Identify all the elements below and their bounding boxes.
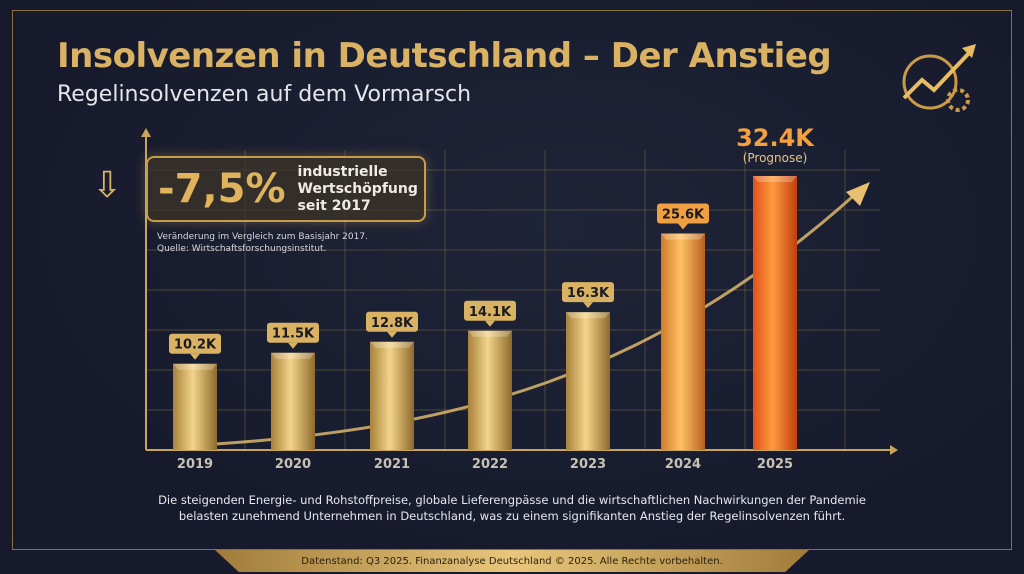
page-subtitle: Regelinsolvenzen auf dem Vormarsch bbox=[57, 82, 472, 107]
bar-2025 bbox=[753, 176, 797, 450]
data-label-bg bbox=[169, 333, 221, 354]
data-label-pointer bbox=[288, 342, 298, 349]
x-tick-label: 2019 bbox=[177, 457, 213, 472]
bar-cap bbox=[173, 363, 217, 370]
data-label-pointer bbox=[190, 353, 200, 360]
callout-line3: seit 2017 bbox=[297, 197, 371, 214]
footer-banner: Datenstand: Q3 2025. Finanzanalyse Deuts… bbox=[215, 550, 809, 572]
x-tick-label: 2022 bbox=[472, 457, 508, 472]
bar-cap bbox=[566, 312, 610, 319]
bar-cap bbox=[468, 330, 512, 337]
data-label: 11.5K bbox=[272, 327, 315, 342]
bar-2019 bbox=[173, 363, 217, 450]
data-label: 12.8K bbox=[371, 316, 414, 331]
description-line1: Die steigenden Energie- und Rohstoffprei… bbox=[158, 493, 866, 507]
forecast-annotation: (Prognose) bbox=[743, 151, 808, 165]
growth-compass-gear-icon bbox=[902, 44, 976, 112]
data-label-bg bbox=[464, 300, 516, 321]
bar-2024 bbox=[661, 233, 705, 450]
data-label-pointer bbox=[485, 320, 495, 327]
data-label-pointer bbox=[387, 331, 397, 338]
callout-line2: Wertschöpfung bbox=[297, 180, 418, 197]
note-line1: Veränderung im Vergleich zum Basisjahr 2… bbox=[157, 232, 368, 242]
callout-value: -7,5% bbox=[158, 166, 286, 212]
data-label-bg bbox=[366, 311, 418, 332]
bar-2022 bbox=[468, 330, 512, 450]
data-label: 16.3K bbox=[567, 286, 610, 301]
data-label-bg bbox=[562, 282, 614, 303]
data-label: 32.4K bbox=[736, 124, 815, 152]
x-tick-label: 2024 bbox=[665, 457, 701, 472]
x-tick-label: 2023 bbox=[570, 457, 606, 472]
note-line2: Quelle: Wirtschaftsforschungsinstitut. bbox=[157, 244, 327, 254]
x-tick-label: 2025 bbox=[757, 457, 793, 472]
bar-2020 bbox=[271, 352, 315, 450]
trend-arrowhead bbox=[846, 182, 870, 206]
y-axis-arrow bbox=[141, 128, 151, 137]
bar-2021 bbox=[370, 341, 414, 450]
callout-box: -7,5% industrielle Wertschöpfung seit 2017 bbox=[146, 156, 426, 222]
bar-2023 bbox=[566, 312, 610, 450]
data-label-pointer bbox=[678, 223, 688, 230]
data-label: 25.6K bbox=[662, 208, 705, 223]
bar-cap bbox=[661, 233, 705, 240]
data-label-bg bbox=[657, 203, 709, 224]
description: Die steigenden Energie- und Rohstoffprei… bbox=[0, 492, 1024, 524]
callout-line1: industrielle bbox=[297, 163, 388, 180]
data-label: 14.1K bbox=[469, 305, 512, 320]
bar-cap bbox=[370, 341, 414, 348]
arrow-down-icon: ⇩ bbox=[92, 165, 123, 206]
data-label-bg bbox=[267, 322, 319, 343]
x-tick-label: 2020 bbox=[275, 457, 311, 472]
description-line2: belasten zunehmend Unternehmen in Deutsc… bbox=[178, 509, 846, 523]
data-label: 10.2K bbox=[174, 338, 217, 353]
bar-cap bbox=[753, 176, 797, 182]
x-tick-label: 2021 bbox=[374, 457, 410, 472]
callout-note: Veränderung im Vergleich zum Basisjahr 2… bbox=[157, 231, 368, 255]
page-title: Insolvenzen in Deutschland – Der Anstieg bbox=[57, 36, 832, 76]
x-axis-arrow bbox=[890, 445, 898, 455]
data-label-pointer bbox=[583, 302, 593, 309]
bar-cap bbox=[271, 352, 315, 359]
